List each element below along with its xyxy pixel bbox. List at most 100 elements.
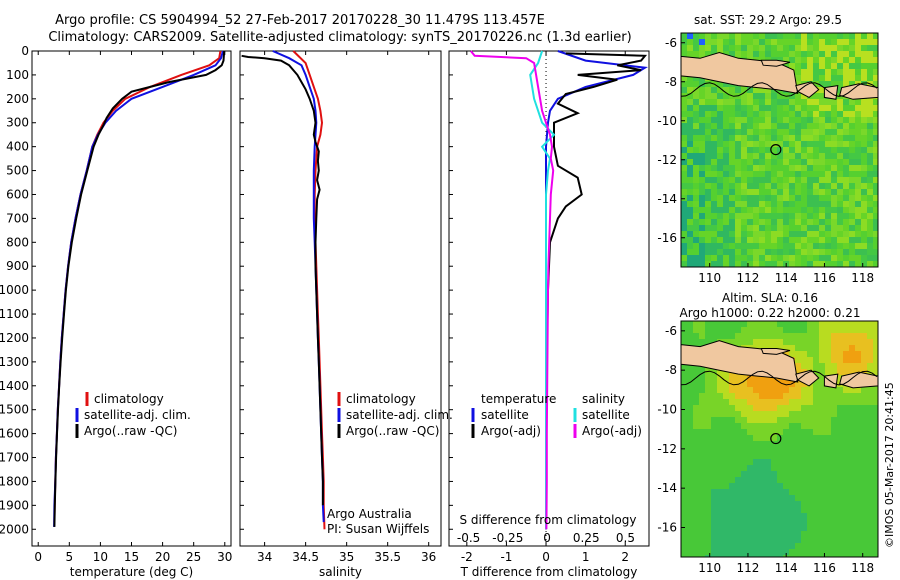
map-cell — [729, 189, 735, 195]
map-cell — [783, 159, 789, 165]
map-cell — [777, 213, 783, 219]
map-cell — [855, 435, 861, 441]
map-cell — [789, 189, 795, 195]
legend-label-climatology: climatology — [94, 392, 164, 406]
map-cell — [771, 531, 777, 537]
map-cell — [699, 195, 705, 201]
map-cell — [771, 411, 777, 417]
map-cell — [819, 231, 825, 237]
x-tick-label: 2 — [621, 550, 629, 564]
map-cell — [747, 447, 753, 453]
argo-location-marker — [770, 432, 782, 445]
map-cell — [687, 537, 693, 543]
map-cell — [789, 549, 795, 555]
map-cell — [723, 543, 729, 549]
map-cell — [849, 147, 855, 153]
map-cell — [855, 39, 861, 45]
map-cell — [849, 507, 855, 513]
map-cell — [753, 213, 759, 219]
map-cell — [831, 549, 837, 555]
map-cell — [753, 87, 759, 93]
map-cell — [693, 333, 699, 339]
map-cell — [843, 411, 849, 417]
map-cell — [801, 57, 807, 63]
map-cell — [825, 321, 831, 327]
series-line — [529, 50, 556, 530]
map-cell — [813, 135, 819, 141]
map-cell — [861, 333, 867, 339]
map-cell — [807, 537, 813, 543]
map-cell — [801, 405, 807, 411]
map-cell — [873, 57, 878, 63]
map-cell — [699, 453, 705, 459]
map-cell — [759, 555, 765, 557]
map-cell — [705, 237, 711, 243]
map-cell — [693, 489, 699, 495]
map-cell — [681, 45, 687, 51]
map-cell — [789, 261, 795, 267]
map-cell — [867, 255, 873, 261]
map-cell — [819, 261, 825, 267]
map-cell — [717, 393, 723, 399]
map-cell — [831, 207, 837, 213]
map-cell — [717, 195, 723, 201]
map-cell — [711, 411, 717, 417]
map-cell — [765, 525, 771, 531]
map-cell — [759, 483, 765, 489]
map-cell — [693, 321, 699, 327]
map-cell — [711, 207, 717, 213]
map-cell — [873, 105, 878, 111]
map-cell — [837, 549, 843, 555]
map-cell — [699, 435, 705, 441]
map-cell — [831, 39, 837, 45]
map-cell — [705, 99, 711, 105]
map-cell — [783, 549, 789, 555]
map-cell — [795, 219, 801, 225]
map-cell — [795, 189, 801, 195]
map-cell — [855, 537, 861, 543]
map-cell — [705, 213, 711, 219]
map-cell — [699, 147, 705, 153]
map-cell — [783, 513, 789, 519]
map-cell — [861, 393, 867, 399]
map-cell — [687, 513, 693, 519]
map-cell — [813, 183, 819, 189]
map-cell — [801, 555, 807, 557]
map-cell — [837, 525, 843, 531]
map-cell — [837, 495, 843, 501]
map-cell — [729, 123, 735, 129]
map-cell — [795, 345, 801, 351]
map-cell — [705, 117, 711, 123]
map-cell — [759, 93, 765, 99]
map-cell — [837, 45, 843, 51]
map-cell — [759, 105, 765, 111]
map-cell — [711, 237, 717, 243]
map-cell — [711, 147, 717, 153]
map-cell — [807, 213, 813, 219]
map-cell — [777, 33, 783, 39]
y-tick-label: 200 — [6, 92, 29, 106]
map-cell — [681, 51, 687, 57]
map-cell — [729, 429, 735, 435]
map-cell — [813, 255, 819, 261]
map-cell — [693, 81, 699, 87]
map-cell — [801, 465, 807, 471]
map-cell — [843, 171, 849, 177]
map-cell — [705, 255, 711, 261]
map-cell — [699, 543, 705, 549]
map-cell — [771, 141, 777, 147]
map-cell — [687, 381, 693, 387]
map-cell — [843, 543, 849, 549]
map-cell — [861, 141, 867, 147]
map-cell — [837, 177, 843, 183]
map-cell — [681, 537, 687, 543]
map-cell — [717, 435, 723, 441]
map-cell — [861, 129, 867, 135]
map-cell — [861, 111, 867, 117]
map-cell — [825, 441, 831, 447]
map-cell — [723, 393, 729, 399]
map-cell — [867, 189, 873, 195]
map-cell — [753, 525, 759, 531]
map-cell — [777, 411, 783, 417]
